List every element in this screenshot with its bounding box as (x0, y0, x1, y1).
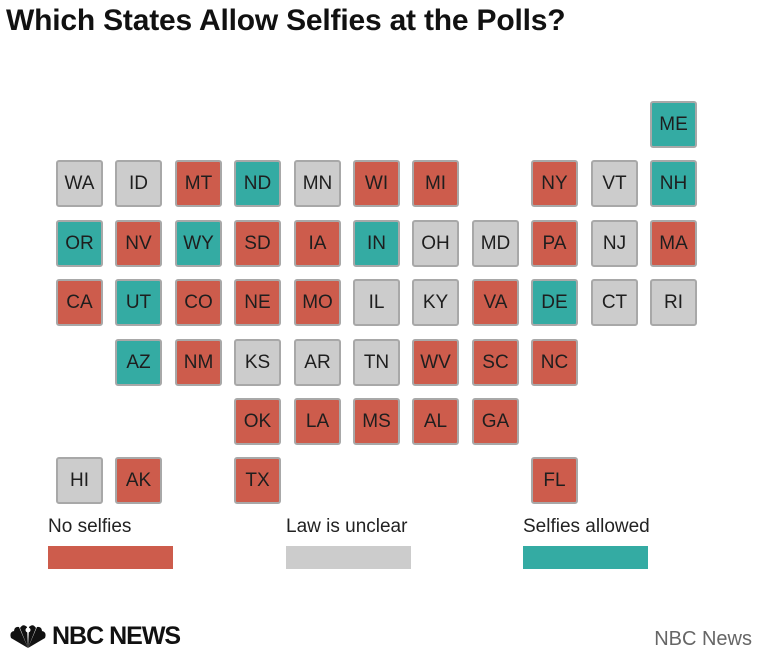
state-tile-or: OR (56, 220, 103, 267)
state-tile-wi: WI (353, 160, 400, 207)
state-tile-in: IN (353, 220, 400, 267)
state-tile-ut: UT (115, 279, 162, 326)
state-tile-mn: MN (294, 160, 341, 207)
state-tile-al: AL (412, 398, 459, 445)
state-tile-mo: MO (294, 279, 341, 326)
state-tile-ne: NE (234, 279, 281, 326)
state-tile-de: DE (531, 279, 578, 326)
state-tile-il: IL (353, 279, 400, 326)
state-tile-ca: CA (56, 279, 103, 326)
state-tile-nm: NM (175, 339, 222, 386)
state-tile-wa: WA (56, 160, 103, 207)
nbc-news-logo: NBC NEWS (8, 622, 181, 651)
state-tile-nc: NC (531, 339, 578, 386)
state-tile-me: ME (650, 101, 697, 148)
state-tile-tn: TN (353, 339, 400, 386)
state-tile-fl: FL (531, 457, 578, 504)
peacock-icon (10, 624, 46, 648)
legend-swatch-unclear (286, 546, 411, 569)
state-tile-oh: OH (412, 220, 459, 267)
state-tile-id: ID (115, 160, 162, 207)
state-tile-ar: AR (294, 339, 341, 386)
logo-text: NBC NEWS (52, 622, 181, 650)
state-tile-ms: MS (353, 398, 400, 445)
state-tile-nh: NH (650, 160, 697, 207)
source-credit: NBC News (654, 628, 752, 650)
state-tile-pa: PA (531, 220, 578, 267)
state-tile-ak: AK (115, 457, 162, 504)
state-tile-ri: RI (650, 279, 697, 326)
state-tile-ma: MA (650, 220, 697, 267)
state-tile-mt: MT (175, 160, 222, 207)
legend-label-no: No selfies (48, 516, 132, 537)
state-tile-vt: VT (591, 160, 638, 207)
legend-swatch-allowed (523, 546, 648, 569)
state-tile-ga: GA (472, 398, 519, 445)
state-tile-wv: WV (412, 339, 459, 386)
state-tile-md: MD (472, 220, 519, 267)
state-tile-sc: SC (472, 339, 519, 386)
state-tile-va: VA (472, 279, 519, 326)
state-tile-hi: HI (56, 457, 103, 504)
state-tile-nj: NJ (591, 220, 638, 267)
state-tile-ks: KS (234, 339, 281, 386)
state-tile-co: CO (175, 279, 222, 326)
state-tile-tx: TX (234, 457, 281, 504)
state-tile-ok: OK (234, 398, 281, 445)
state-tile-la: LA (294, 398, 341, 445)
state-tile-nv: NV (115, 220, 162, 267)
state-tile-ky: KY (412, 279, 459, 326)
state-tile-az: AZ (115, 339, 162, 386)
state-tile-mi: MI (412, 160, 459, 207)
legend-label-allowed: Selfies allowed (523, 516, 650, 537)
legend-label-unclear: Law is unclear (286, 516, 408, 537)
state-tile-ny: NY (531, 160, 578, 207)
state-tile-wy: WY (175, 220, 222, 267)
page-title: Which States Allow Selfies at the Polls? (6, 4, 566, 37)
state-tile-sd: SD (234, 220, 281, 267)
state-tile-ia: IA (294, 220, 341, 267)
legend-swatch-no (48, 546, 173, 569)
state-tile-nd: ND (234, 160, 281, 207)
state-tile-ct: CT (591, 279, 638, 326)
